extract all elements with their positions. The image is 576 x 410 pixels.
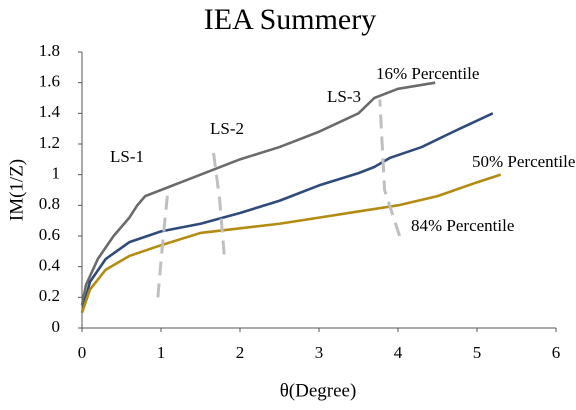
chart-title: IEA Summery <box>204 3 377 36</box>
series-label: 16% Percentile <box>376 64 479 83</box>
y-tick-label: 0 <box>52 317 61 336</box>
x-tick-label: 2 <box>236 343 245 362</box>
y-tick-label: 1.2 <box>39 133 60 152</box>
y-tick-label: 1.4 <box>39 102 61 121</box>
x-axis-label: θ(Degree) <box>280 380 357 401</box>
y-tick-label: 0.6 <box>39 225 60 244</box>
series-label: LS-1 <box>110 147 144 166</box>
limit-state-line <box>156 188 170 298</box>
x-tick-label: 3 <box>315 343 324 362</box>
y-tick-label: 0.4 <box>39 256 61 275</box>
limit-state-line <box>378 99 402 237</box>
series-label: LS-3 <box>327 87 361 106</box>
series-label: 84% Percentile <box>411 216 514 235</box>
y-tick-label: 1 <box>52 164 61 183</box>
series-line <box>80 112 494 313</box>
x-tick-label: 6 <box>552 343 561 362</box>
x-tick-label: 0 <box>78 343 87 362</box>
series-line <box>80 173 502 314</box>
x-tick-label: 5 <box>473 343 482 362</box>
x-tick-label: 1 <box>157 343 166 362</box>
y-tick-label: 1.8 <box>39 41 60 60</box>
x-tick-label: 4 <box>394 343 403 362</box>
y-tick-label: 0.2 <box>39 286 60 305</box>
series-label: 50% Percentile <box>472 152 575 171</box>
series-label: LS-2 <box>210 119 244 138</box>
y-axis-label: IM(1/Z) <box>6 159 27 221</box>
series-line <box>80 81 436 306</box>
y-tick-label: 1.6 <box>39 72 60 91</box>
limit-state-line <box>211 149 226 255</box>
y-tick-label: 0.8 <box>39 194 60 213</box>
